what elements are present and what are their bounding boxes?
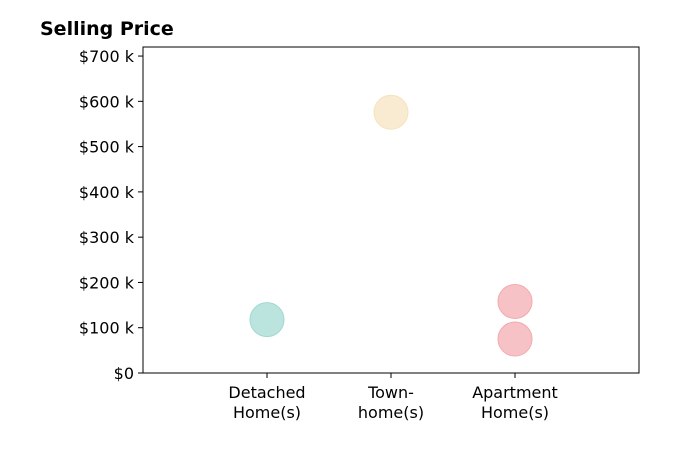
y-tick-label-5: $500 k: [79, 138, 135, 157]
y-tick-label-1: $100 k: [79, 319, 135, 338]
x-tick-label-2: Apartment Home(s): [472, 383, 558, 422]
data-point-3: [497, 321, 533, 357]
x-axis: Detached Home(s) Town-home(s) Apartment Home…: [228, 373, 558, 422]
y-tick-label-4: $400 k: [79, 183, 135, 202]
y-tick-label-2: $200 k: [79, 273, 135, 292]
y-axis: $0 $100 k $200 k $300 k $400 k $500 k $600 k $7…: [79, 47, 143, 383]
y-tick-label-0: $0: [114, 364, 134, 383]
x-tick-label-0: Detached Home(s): [228, 383, 305, 422]
data-point-2: [497, 283, 533, 319]
chart-title: Selling Price: [40, 18, 174, 40]
data-point-1: [373, 94, 409, 130]
points-layer: [249, 94, 533, 357]
y-tick-label-6: $600 k: [79, 92, 135, 111]
y-tick-label-3: $300 k: [79, 228, 135, 247]
y-tick-label-7: $700 k: [79, 47, 135, 66]
x-tick-label-1: Town-home(s): [358, 383, 424, 422]
data-point-0: [249, 302, 285, 338]
